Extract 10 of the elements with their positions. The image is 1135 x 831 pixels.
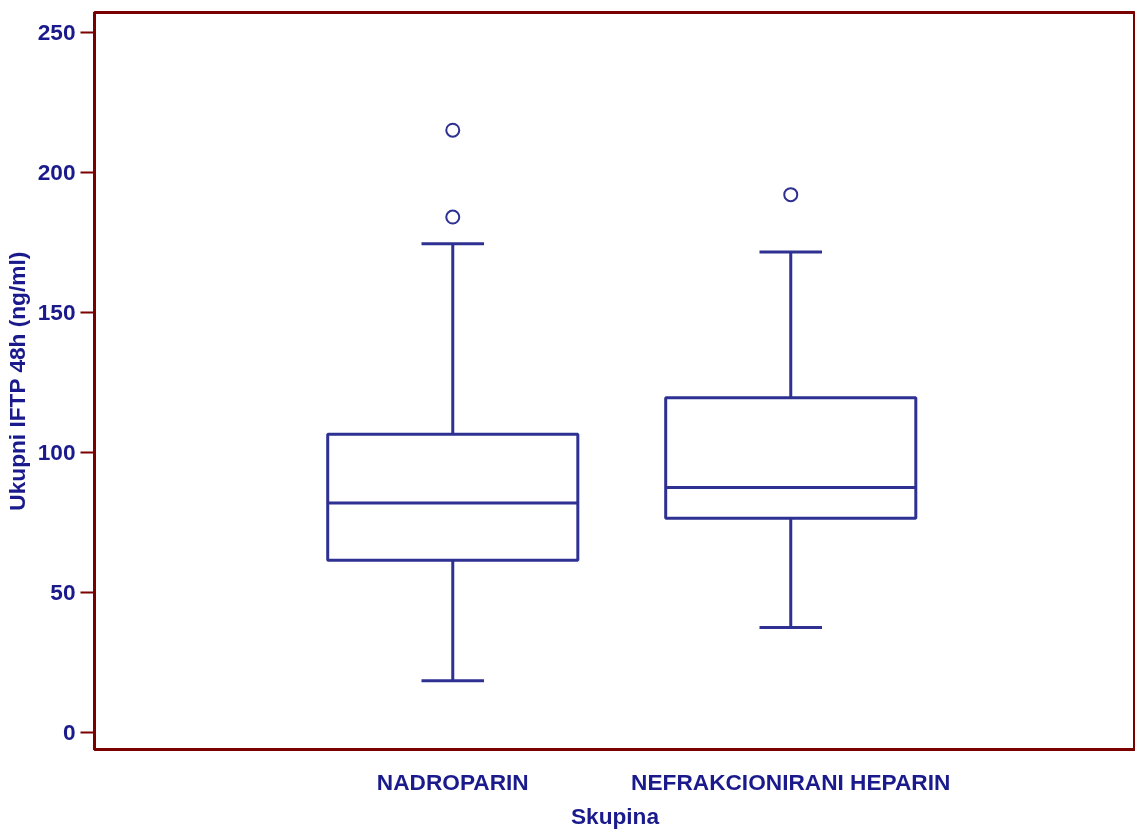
y-tick-label: 250 (37, 18, 76, 45)
x-axis-title: Skupina (570, 802, 660, 829)
y-tick-label: 200 (37, 158, 76, 185)
y-tick-label: 100 (37, 438, 76, 465)
y-tick-label: 0 (62, 719, 76, 746)
y-tick-label: 150 (37, 298, 76, 325)
x-tick-label: NADROPARIN (376, 768, 529, 795)
x-tick-label: NEFRAKCIONIRANI HEPARIN (631, 768, 951, 795)
y-tick-label: 50 (50, 579, 76, 606)
y-axis-title: Ukupni IFTP 48h (ng/ml) (3, 251, 30, 511)
